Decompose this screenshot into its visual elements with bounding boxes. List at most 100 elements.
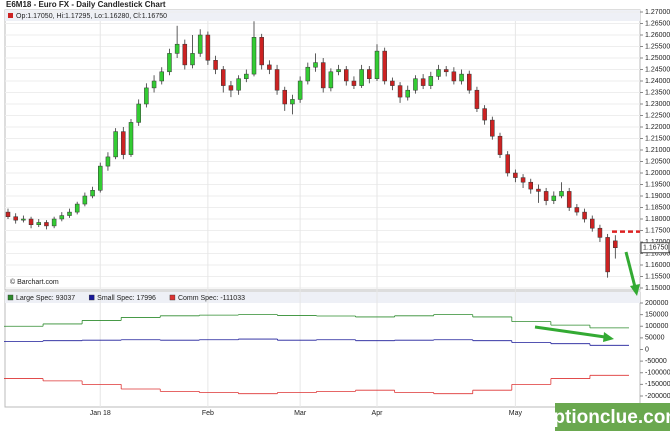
candle-body: [328, 71, 334, 89]
y-tick-label: 1.26000: [645, 32, 670, 39]
candle-body: [613, 240, 618, 249]
y-tick-label: 1.16000: [645, 262, 670, 269]
candle-body: [566, 191, 572, 208]
candle-body: [451, 71, 457, 82]
legend-label: Comm Spec: -111033: [178, 295, 245, 302]
candle-body: [582, 211, 587, 220]
candle-body: [190, 53, 195, 66]
candle-body: [520, 177, 526, 183]
y-tick-label: 1.27000: [645, 9, 670, 16]
candle-body: [13, 216, 18, 221]
candle-body: [367, 69, 372, 79]
candle-body: [182, 43, 188, 66]
candle-body: [113, 131, 118, 158]
candle-body: [251, 37, 257, 75]
candle-body: [244, 73, 249, 79]
legend-label: Large Spec: 93037: [16, 295, 75, 302]
candle-body: [67, 211, 72, 216]
y-tick-label: 1.20500: [645, 158, 670, 165]
candle-body: [105, 156, 111, 167]
candle-body: [5, 211, 11, 217]
candle-body: [297, 80, 303, 100]
watermark: optionclue.com: [542, 407, 670, 428]
legend-bar: [5, 10, 640, 21]
watermark-box: [555, 403, 670, 431]
candle-body: [467, 73, 472, 91]
y-tick-label: 1.19000: [645, 193, 670, 200]
candle-body: [536, 188, 541, 192]
candle-body: [82, 195, 88, 205]
candle-body: [574, 207, 580, 213]
y-tick-label: 0: [645, 346, 649, 353]
candle-body: [490, 119, 495, 137]
y-tick-label: 1.23500: [645, 89, 670, 96]
candle-body: [420, 78, 426, 86]
candle-body: [390, 80, 395, 86]
candle-body: [474, 89, 480, 109]
legend-swatch: [8, 13, 13, 18]
candle-body: [59, 215, 65, 220]
y-tick-label: 1.23000: [645, 101, 670, 108]
y-tick-label: 200000: [645, 300, 668, 307]
candle-body: [128, 122, 134, 155]
y-tick-label: 150000: [645, 311, 668, 318]
x-tick-label: Feb: [202, 410, 214, 417]
candle-body: [351, 80, 357, 86]
candle-body: [274, 69, 280, 91]
candle-body: [21, 218, 26, 221]
candle-body: [136, 103, 141, 123]
candle-body: [313, 62, 318, 68]
y-tick-label: 1.18500: [645, 204, 670, 211]
y-tick-label: 100000: [645, 323, 668, 330]
candle-body: [374, 50, 380, 79]
y-tick-label: 1.25000: [645, 55, 670, 62]
plot: 1.150001.155001.160001.165001.170001.175…: [4, 9, 670, 417]
y-tick-label: -200000: [645, 393, 670, 400]
x-tick-label: Mar: [294, 410, 307, 417]
chart-title: E6M18 - Euro FX - Daily Candlestick Char…: [6, 0, 166, 9]
candle-body: [28, 218, 34, 225]
y-tick-label: 1.24500: [645, 66, 670, 73]
annotation-arrowhead: [603, 332, 614, 342]
candle-body: [305, 66, 311, 82]
legend-swatch: [88, 294, 95, 301]
y-tick-label: 1.21000: [645, 147, 670, 154]
candle-body: [413, 78, 418, 91]
candle-body: [459, 73, 464, 82]
source: © Barchart.com: [10, 278, 59, 286]
candle-body: [228, 85, 234, 91]
y-tick-label: -100000: [645, 370, 670, 377]
candle-body: [359, 69, 364, 86]
candle-body: [290, 99, 295, 105]
y-tick-label: 1.20000: [645, 170, 670, 177]
candle-body: [282, 89, 287, 105]
y-tick-label: 1.17500: [645, 227, 670, 234]
candle-body: [236, 78, 241, 91]
candle-body: [497, 135, 503, 155]
x-tick-label: May: [509, 410, 523, 417]
x-tick-label: Apr: [372, 410, 384, 417]
candle-body: [51, 218, 57, 227]
y-tick-label: 1.21500: [645, 135, 670, 142]
candle-body: [559, 191, 564, 197]
candle-body: [382, 50, 387, 82]
candle-body: [98, 165, 103, 191]
legend-swatch: [169, 294, 176, 301]
candle-body: [590, 218, 595, 229]
y-tick-label: -150000: [645, 381, 670, 388]
candle-body: [259, 37, 264, 66]
candle-body: [74, 203, 80, 213]
candle-body: [336, 69, 341, 73]
y-tick-label: -50000: [645, 358, 667, 365]
legend-text: Op:1.17050, Hi:1.17295, Lo:1.16280, Cl:1…: [16, 13, 167, 20]
candle-body: [90, 190, 95, 197]
candle-body: [597, 227, 603, 238]
price-tag-label: 1.16750: [643, 245, 668, 252]
y-tick-label: 1.18000: [645, 216, 670, 223]
y-tick-label: 1.22000: [645, 124, 670, 131]
candle-body: [505, 154, 510, 174]
candle-body: [221, 69, 226, 86]
annotation-arrow: [534, 325, 606, 339]
